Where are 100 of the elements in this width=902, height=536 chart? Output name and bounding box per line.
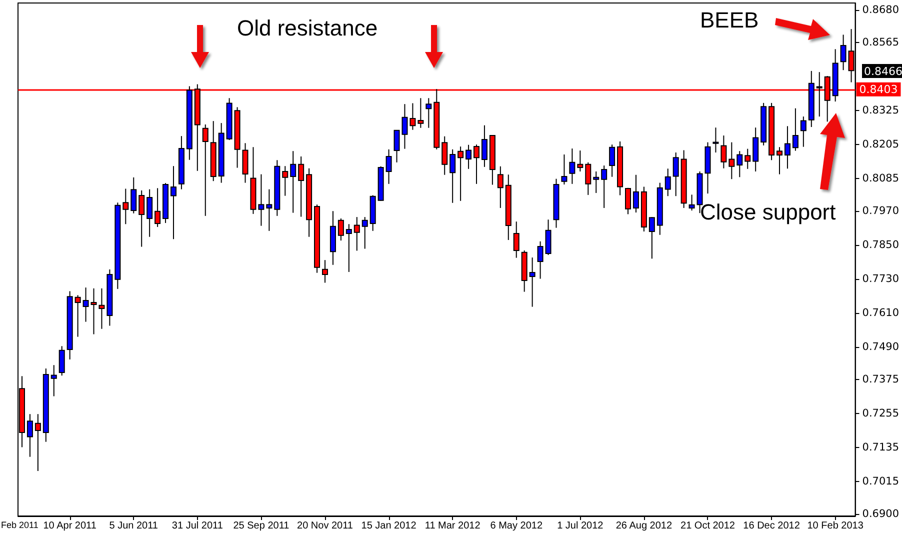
y-tick-label: 0.8565 xyxy=(862,36,900,49)
candlestick xyxy=(609,144,616,178)
candlestick xyxy=(442,136,448,176)
candlestick xyxy=(474,144,480,184)
candlestick xyxy=(585,162,592,196)
candlestick xyxy=(481,124,488,168)
candlestick xyxy=(154,188,161,228)
candlestick xyxy=(712,127,719,153)
x-tick-label: 10 Feb 2013 xyxy=(807,520,864,532)
candlestick xyxy=(840,34,846,71)
candlestick xyxy=(625,187,632,215)
candlestick xyxy=(90,288,97,335)
y-tick-label: 0.6900 xyxy=(862,508,900,520)
y-tick-label: 0.8205 xyxy=(862,138,900,151)
candlestick xyxy=(466,144,472,170)
candlestick xyxy=(688,194,695,212)
x-tick-label: 25 Sep 2011 xyxy=(233,520,290,532)
x-tick-label: 1 Jul 2012 xyxy=(557,520,604,532)
y-tick-label: 0.7135 xyxy=(862,441,900,454)
annotation: Close support xyxy=(700,199,836,224)
candlestick xyxy=(74,294,81,338)
x-tick-label: 10 Apr 2011 xyxy=(43,520,97,532)
candlestick xyxy=(34,414,41,472)
candlestick xyxy=(82,287,89,322)
candlestick xyxy=(537,240,544,280)
y-tick-label: 0.7015 xyxy=(862,475,900,488)
candlestick xyxy=(632,174,639,214)
candlestick xyxy=(322,260,328,284)
y-tick-label: 0.8325 xyxy=(862,104,900,117)
candlestick xyxy=(648,216,655,260)
candlestick xyxy=(98,288,105,330)
x-tick-label: 26 Aug 2012 xyxy=(616,520,672,532)
x-tick-label: 16 Dec 2012 xyxy=(743,520,800,532)
text: Feb 2011 xyxy=(1,520,38,530)
y-tick-label: 0.7610 xyxy=(862,307,900,320)
candlestick xyxy=(170,166,176,240)
candlestick xyxy=(58,346,65,376)
candlestick xyxy=(776,146,783,175)
annotation: BEEB xyxy=(700,7,759,32)
candlestick xyxy=(290,150,296,214)
candlestick xyxy=(816,72,822,118)
candlestick xyxy=(26,414,33,458)
candlestick xyxy=(664,168,671,197)
y-tick-label: 0.7970 xyxy=(862,205,900,218)
candlestick xyxy=(728,142,735,180)
candlestick xyxy=(736,150,743,178)
candlestick xyxy=(130,176,137,214)
candlestick xyxy=(418,98,424,128)
candlestick xyxy=(497,166,504,208)
candlestick xyxy=(720,134,727,169)
x-tick-label: 20 Nov 2011 xyxy=(297,520,354,532)
text: 0.8466 xyxy=(864,65,902,78)
candlestick xyxy=(561,154,568,185)
y-tick-label: 0.7730 xyxy=(862,273,900,286)
candlestick xyxy=(362,216,368,250)
candlestick xyxy=(800,116,806,148)
candlestick xyxy=(338,218,344,242)
candlestick xyxy=(529,257,536,308)
candlestick xyxy=(146,188,153,238)
candlestick xyxy=(744,148,751,170)
y-tick-label: 0.7375 xyxy=(862,374,900,386)
candlestick xyxy=(386,148,392,184)
x-tick-label: 31 Jul 2011 xyxy=(172,520,224,532)
x-tick-label: 5 Jun 2011 xyxy=(109,520,158,532)
x-tick-label: 15 Jan 2012 xyxy=(361,520,417,532)
candlestick xyxy=(298,156,304,218)
candlestick xyxy=(752,127,759,172)
candlestick xyxy=(410,102,416,130)
candlestick xyxy=(346,224,352,272)
candlestick xyxy=(513,221,520,258)
candlestick xyxy=(258,174,264,226)
candlestick xyxy=(242,142,248,184)
candlestick xyxy=(601,165,608,208)
candlestick xyxy=(593,170,600,194)
candlestick xyxy=(426,98,432,128)
candlestick xyxy=(569,148,576,184)
candlestick xyxy=(202,124,208,216)
y-tick-label: 0.7255 xyxy=(862,408,900,420)
candlestick xyxy=(577,150,584,172)
candlestick xyxy=(458,146,464,202)
candlestick xyxy=(450,148,456,204)
candlestick xyxy=(784,126,790,170)
candlestick xyxy=(282,166,288,196)
candlestick xyxy=(122,188,129,225)
candlestick xyxy=(266,188,272,232)
candlestick xyxy=(672,152,679,197)
y-tick-label: 0.8680 xyxy=(862,4,900,16)
candlestick xyxy=(50,364,57,397)
candlestick xyxy=(138,190,145,248)
candlestick xyxy=(545,219,552,256)
x-tick-label: 11 Mar 2012 xyxy=(424,520,481,532)
ref-line-label: 0.8403 xyxy=(859,82,898,96)
candlestick xyxy=(792,108,798,152)
x-tick-label: 6 May 2012 xyxy=(490,520,543,532)
x-tick-label: 21 Oct 2012 xyxy=(680,520,736,532)
candlestick xyxy=(354,216,360,252)
y-tick-label: 0.8085 xyxy=(862,172,900,185)
annotation: Old resistance xyxy=(237,15,378,40)
y-tick-label: 0.7850 xyxy=(862,239,900,252)
y-tick-label: 0.7490 xyxy=(862,340,900,353)
